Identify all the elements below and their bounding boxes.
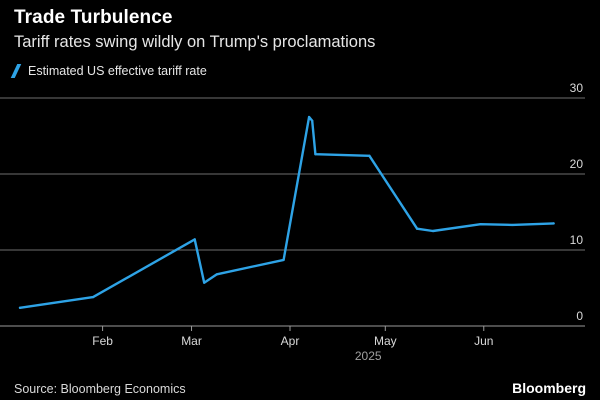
legend: Estimated US effective tariff rate — [10, 63, 207, 79]
data-point — [479, 223, 482, 226]
chart-title: Trade Turbulence — [14, 7, 173, 28]
bloomberg-logo: Bloomberg — [512, 380, 586, 396]
data-point — [552, 222, 555, 225]
x-tick-label-apr: Apr — [281, 334, 300, 348]
x-axis-year-label: 2025 — [355, 349, 382, 363]
data-point — [431, 229, 435, 233]
data-point — [215, 273, 219, 276]
data-point — [307, 115, 311, 119]
x-tick-label-feb: Feb — [92, 334, 113, 348]
y-tick-label-10: 10 — [570, 233, 584, 247]
series-line-0 — [18, 115, 555, 309]
legend-label: Estimated US effective tariff rate — [28, 64, 207, 78]
data-point — [511, 223, 514, 227]
data-point — [415, 227, 419, 230]
data-point — [193, 238, 196, 241]
x-tick-label-jun: Jun — [474, 334, 493, 348]
data-point — [368, 154, 371, 157]
y-tick-label-0: 0 — [576, 309, 583, 323]
x-tick-label-may: May — [374, 334, 397, 348]
x-tick-label-mar: Mar — [181, 334, 202, 348]
data-point — [311, 119, 314, 122]
data-point — [91, 296, 95, 299]
y-tick-label-30: 30 — [570, 81, 584, 95]
source-note: Source: Bloomberg Economics — [14, 382, 186, 396]
data-point — [18, 306, 22, 309]
data-point — [314, 153, 317, 156]
data-point — [282, 258, 285, 261]
chart-subtitle: Tariff rates swing wildly on Trump's pro… — [14, 33, 376, 51]
y-tick-label-20: 20 — [570, 157, 584, 171]
data-point — [203, 281, 206, 284]
